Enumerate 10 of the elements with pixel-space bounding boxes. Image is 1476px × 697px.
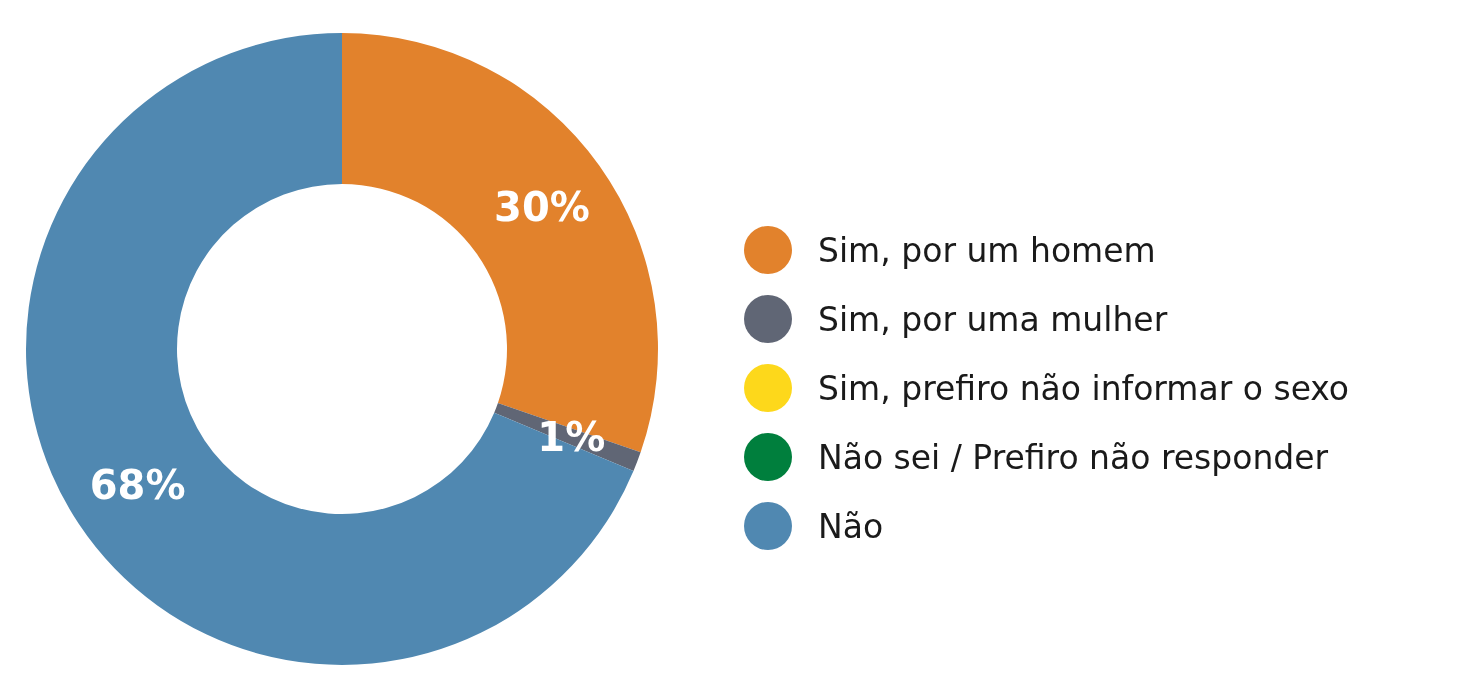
legend-label: Não sei / Prefiro não responder xyxy=(818,437,1329,477)
legend-label: Sim, prefiro não informar o sexo xyxy=(818,368,1350,408)
legend-label: Sim, por uma mulher xyxy=(818,299,1168,339)
data-label: 1% xyxy=(537,413,606,460)
data-label: 68% xyxy=(89,461,186,508)
legend-label: Não xyxy=(818,506,884,546)
donut-slice xyxy=(342,33,658,453)
legend-label: Sim, por um homem xyxy=(818,230,1156,270)
data-label: 30% xyxy=(494,183,590,230)
donut-slice xyxy=(26,33,634,665)
